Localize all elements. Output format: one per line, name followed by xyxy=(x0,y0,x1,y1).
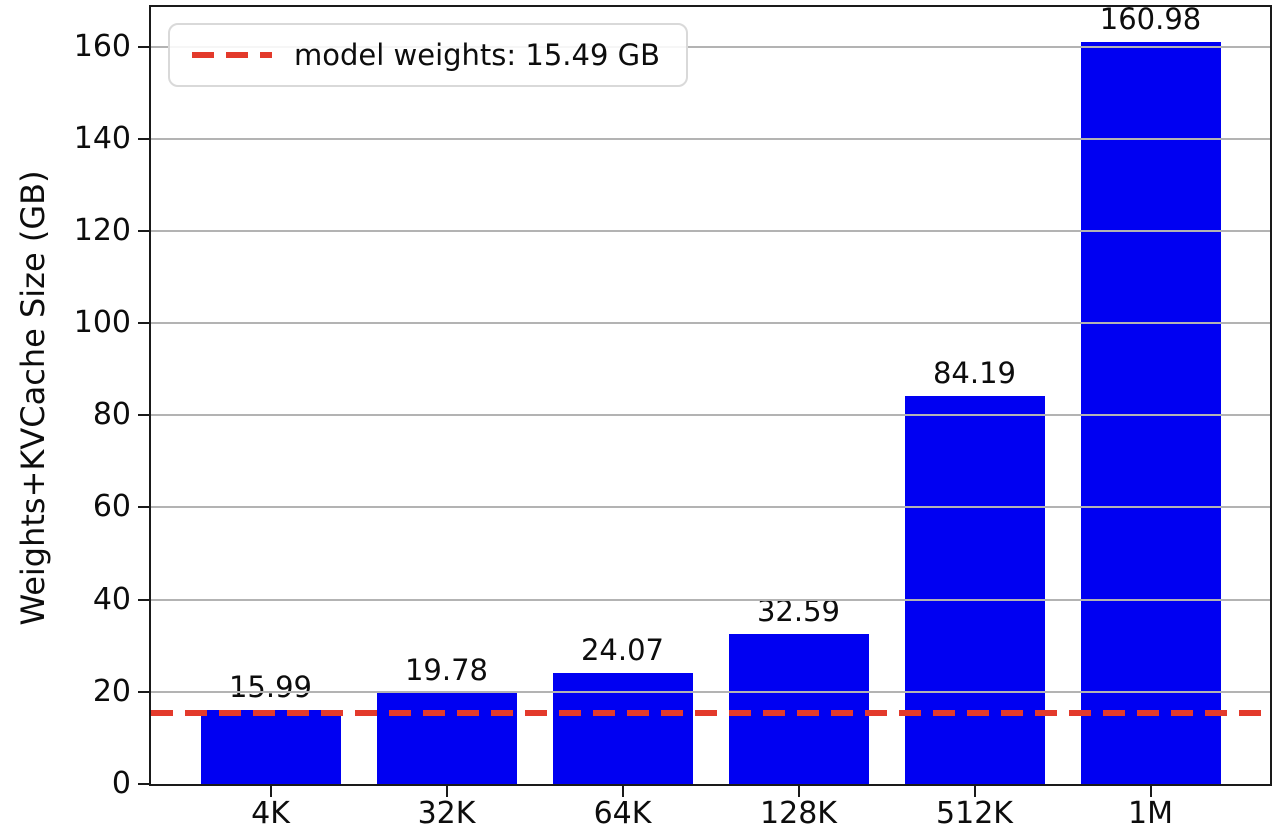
y-tick-mark xyxy=(138,137,149,140)
y-tick-mark xyxy=(138,598,149,601)
gridline xyxy=(151,506,1270,509)
bar-value-label: 15.99 xyxy=(228,670,313,705)
bar xyxy=(376,692,517,784)
bar-value-label: 19.78 xyxy=(404,652,489,687)
legend: model weights: 15.49 GB xyxy=(168,23,688,87)
y-tick-label: 100 xyxy=(73,305,131,341)
y-tick-mark xyxy=(138,414,149,417)
bar-value-label: 24.07 xyxy=(580,633,665,668)
gridline xyxy=(151,137,1270,140)
x-tick-mark xyxy=(269,786,272,797)
x-tick-mark xyxy=(621,786,624,797)
bar xyxy=(1080,42,1221,784)
x-tick-mark xyxy=(797,786,800,797)
bar-slot: 32.59 xyxy=(728,7,869,784)
y-tick-mark xyxy=(138,506,149,509)
y-tick-label: 60 xyxy=(92,489,131,525)
bar-value-label: 160.98 xyxy=(1099,2,1202,37)
plot-area: 15.99 19.78 24.07 32.59 84.19 160.98 model we… xyxy=(74,2,1272,831)
bar xyxy=(552,673,693,784)
x-tick-label: 1M xyxy=(1128,796,1173,831)
bar-slot: 160.98 xyxy=(1080,2,1221,784)
x-tick-label: 128K xyxy=(760,796,837,831)
gridline xyxy=(151,598,1270,601)
y-tick-mark xyxy=(138,45,149,48)
bar xyxy=(200,710,341,784)
gridline xyxy=(151,690,1270,693)
bar-slot: 24.07 xyxy=(552,7,693,784)
y-tick-label: 80 xyxy=(92,397,131,433)
y-tick-label: 40 xyxy=(92,581,131,617)
bar-slot: 15.99 xyxy=(200,7,341,784)
x-tick-label: 512K xyxy=(936,796,1013,831)
gridline xyxy=(151,322,1270,325)
y-tick-mark xyxy=(138,783,149,785)
bar xyxy=(728,633,869,784)
bar-slot: 84.19 xyxy=(904,7,1045,784)
y-tick-label: 0 xyxy=(111,766,131,801)
x-tick-label: 4K xyxy=(251,796,290,831)
y-tick-mark xyxy=(138,322,149,325)
model-weights-reference-line xyxy=(151,709,1270,716)
y-tick-label: 120 xyxy=(73,212,131,248)
gridline xyxy=(151,229,1270,232)
x-tick-mark xyxy=(973,786,976,797)
bar-value-label: 84.19 xyxy=(932,356,1017,391)
x-tick-mark xyxy=(1149,786,1152,797)
x-tick-label: 64K xyxy=(593,796,652,831)
y-tick-label: 20 xyxy=(92,673,131,709)
gridline xyxy=(151,45,1270,48)
x-tick-mark xyxy=(445,786,448,797)
bar-slot: 19.78 xyxy=(376,7,517,784)
bar xyxy=(904,396,1045,784)
dashed-line-icon xyxy=(192,52,272,58)
y-tick-label: 140 xyxy=(73,120,131,156)
y-tick-label: 160 xyxy=(73,28,131,64)
legend-label: model weights: 15.49 GB xyxy=(294,38,660,72)
gridline xyxy=(151,414,1270,417)
x-tick-label: 32K xyxy=(417,796,476,831)
y-tick-mark xyxy=(138,690,149,693)
y-tick-mark xyxy=(138,229,149,232)
